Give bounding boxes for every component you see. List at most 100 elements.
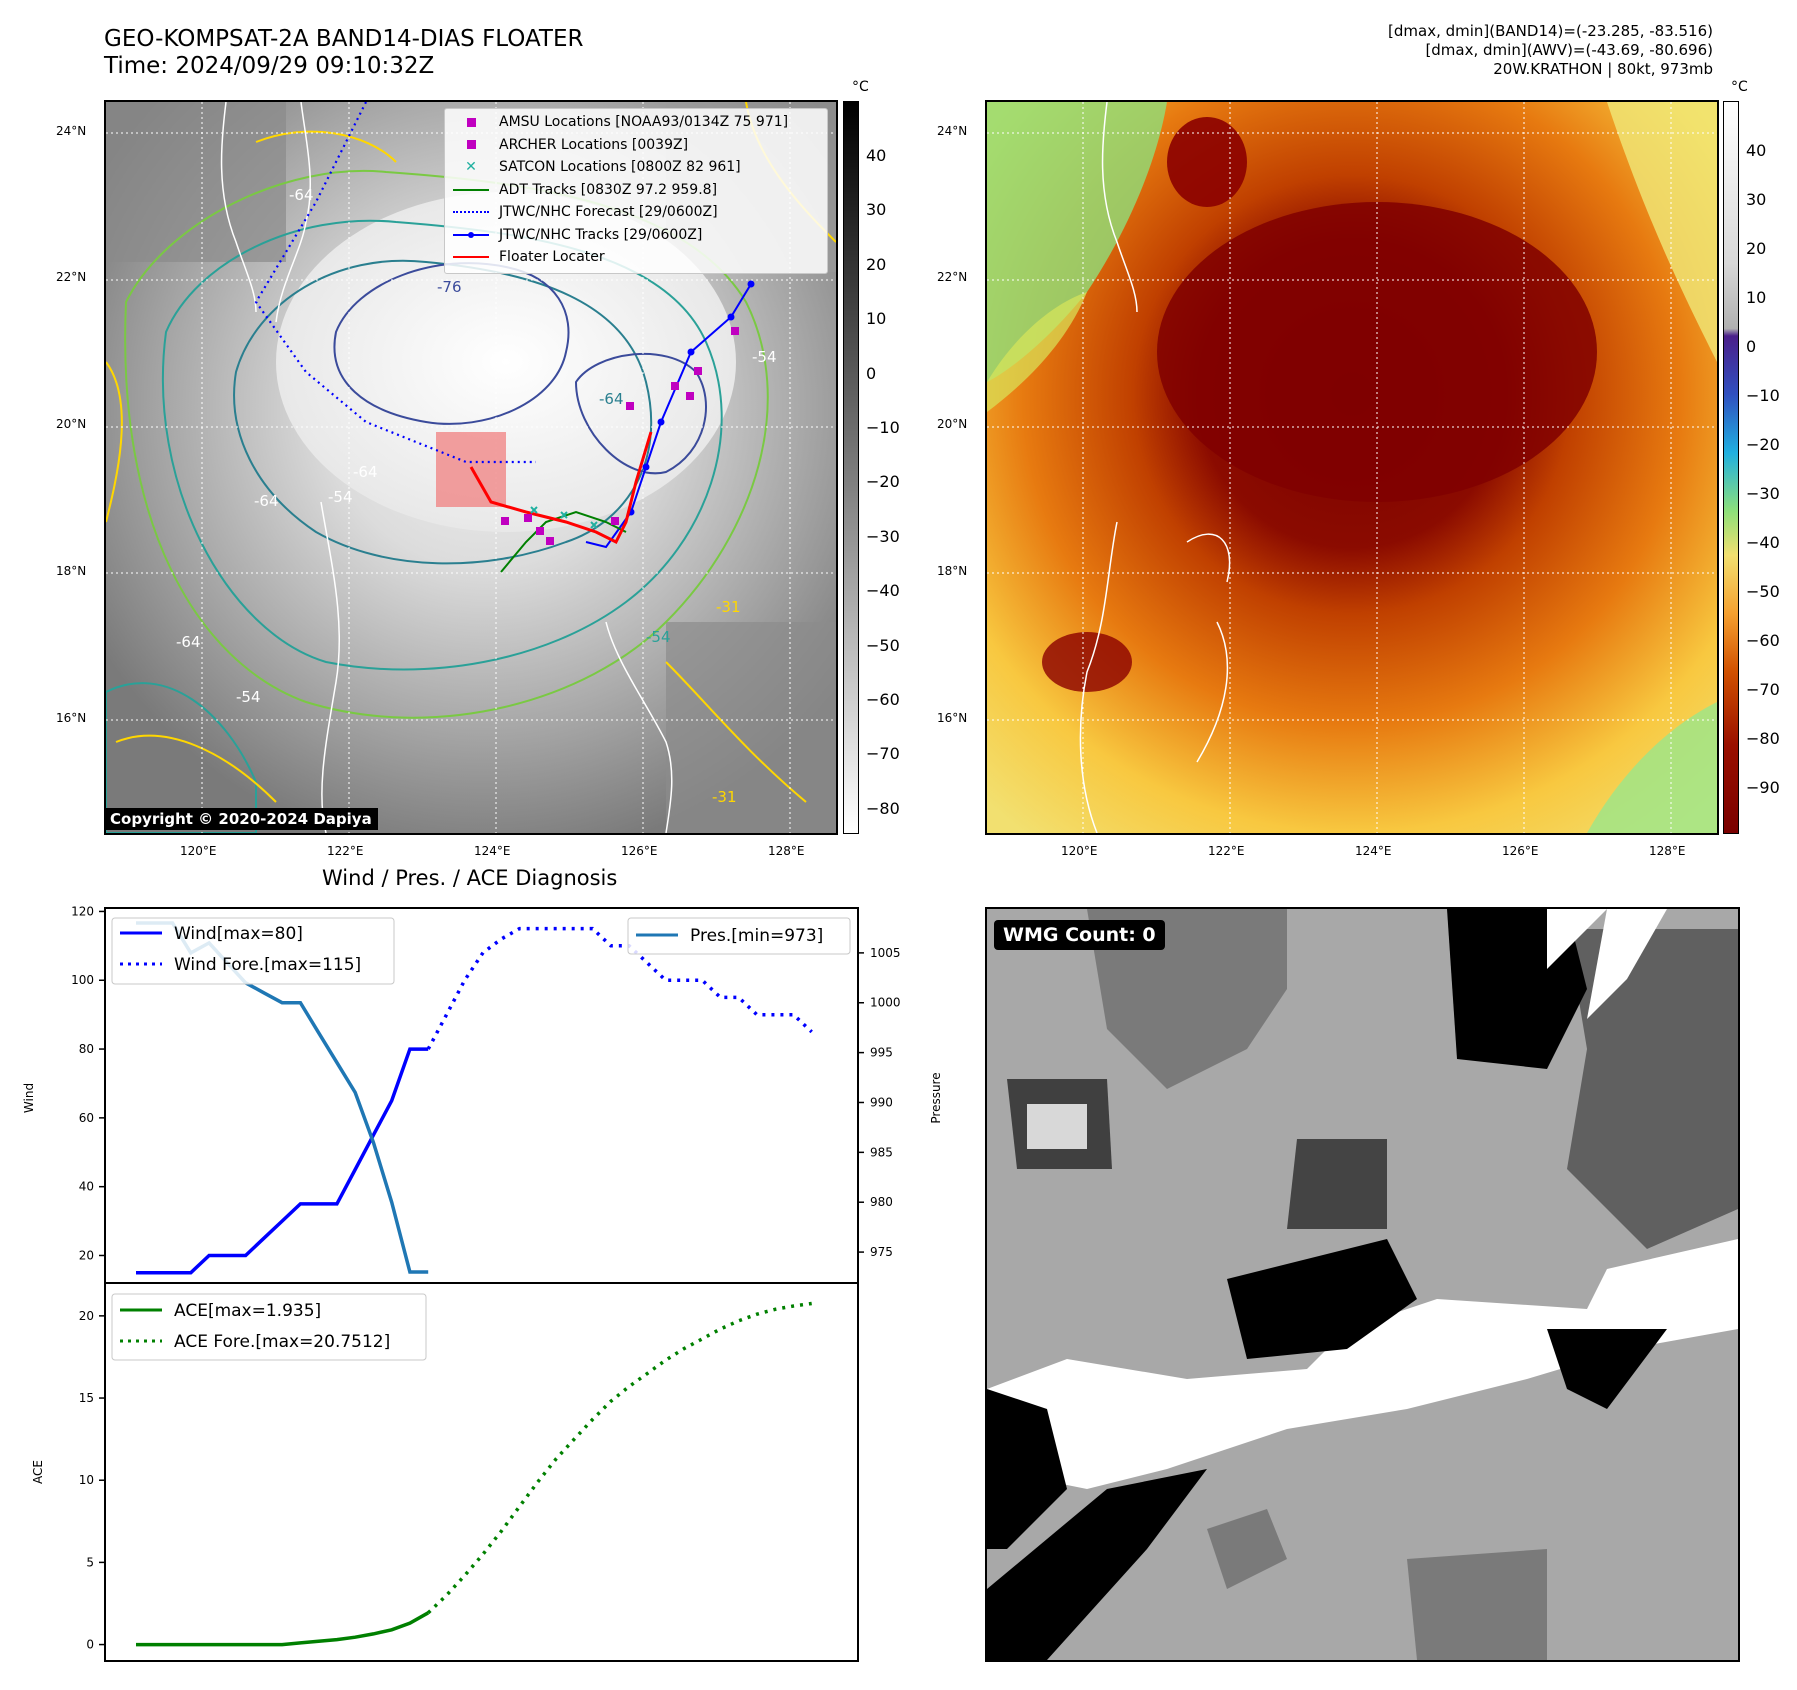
colorbar-tick: −10	[866, 418, 900, 437]
wmg-black	[987, 1469, 1207, 1660]
lat-label: 22°N	[56, 270, 87, 284]
awv-green-se	[1587, 702, 1717, 833]
pressure-legend-label: Pres.[min=973]	[690, 926, 823, 946]
colorbar-tick: −80	[866, 799, 900, 818]
lon-label: 120°E	[1061, 844, 1098, 858]
axis-tick-label: 980	[870, 1195, 893, 1209]
pressure-axis-label: Pressure	[929, 1072, 943, 1123]
lat-label: 22°N	[937, 270, 968, 284]
colorbar-tick: −80	[1746, 729, 1780, 748]
lon-label: 122°E	[1208, 844, 1245, 858]
legend-label: Floater Locater	[499, 249, 605, 266]
wind-axis-ticks: 120 100 80 60 40 20	[71, 904, 105, 1262]
wind-axis-label: Wind	[22, 1083, 36, 1113]
colorbar-tick: −50	[1746, 582, 1780, 601]
axis-tick-label: 15	[79, 1391, 94, 1405]
figure-title: GEO-KOMPSAT-2A BAND14-DIAS FLOATER Time:…	[104, 26, 584, 80]
diagnosis-title: Wind / Pres. / ACE Diagnosis	[322, 866, 618, 890]
pressure-axis-ticks: 1005 1000 995 990 985 980 975	[858, 946, 901, 1259]
axis-tick-label: 120	[71, 904, 94, 918]
wmg-white	[1547, 909, 1607, 969]
lon-label: 120°E	[180, 844, 217, 858]
dotted-line-icon	[453, 211, 489, 214]
legend-label: ADT Tracks [0830Z 97.2 959.8]	[499, 181, 718, 198]
square-marker-icon	[466, 117, 476, 127]
wmg-white	[1587, 909, 1667, 1019]
wmg-region	[1407, 1549, 1547, 1660]
ace-line	[136, 1611, 430, 1647]
contour-label: -76	[437, 278, 462, 296]
axis-tick-label: 995	[870, 1046, 893, 1060]
wind-forecast-legend-label: Wind Fore.[max=115]	[174, 955, 361, 975]
colorbar-tick: 0	[866, 364, 877, 383]
colorbar-tick: −50	[866, 636, 900, 655]
lat-label: 24°N	[937, 124, 968, 138]
ir-cloud-core	[276, 192, 736, 532]
lat-label: 16°N	[56, 711, 87, 725]
axis-tick-label: 990	[870, 1095, 893, 1109]
colorbar-tick: −60	[1746, 631, 1780, 650]
lon-label: 122°E	[327, 844, 364, 858]
ir-coastlines	[220, 102, 673, 833]
ir-contour-labels: -64 -76 -64 -54 -64 -64 -54 -54 -31 -64 …	[176, 186, 777, 806]
awv-map-panel	[985, 100, 1719, 835]
colorbar-tick: −10	[1746, 386, 1780, 405]
legend-label: ARCHER Locations [0039Z]	[499, 136, 689, 153]
wmg-region	[1087, 909, 1287, 1089]
ace-forecast-legend-label: ACE Fore.[max=20.7512]	[174, 1332, 390, 1352]
axis-tick-label: 1000	[870, 996, 901, 1010]
awv-dry-sw	[1042, 632, 1132, 692]
lon-label: 128°E	[1649, 844, 1686, 858]
colorbar-tick: 30	[866, 200, 887, 219]
contour-label: -54	[646, 628, 671, 646]
axis-tick-label: 5	[86, 1555, 94, 1569]
wmg-region	[1207, 1509, 1287, 1589]
info-block: [dmax, dmin](BAND14)=(-23.285, -83.516) …	[1388, 22, 1713, 79]
legend-item-jtwc-forecast: JTWC/NHC Forecast [29/0600Z]	[453, 201, 827, 224]
contour-label: -31	[712, 788, 737, 806]
wmg-region	[1287, 1139, 1387, 1229]
awv-dry-north	[1167, 117, 1247, 207]
axis-tick-label: 975	[870, 1245, 893, 1259]
contour-label: -54	[752, 348, 777, 366]
wind-line	[136, 1047, 429, 1275]
axis-tick-label: 40	[79, 1180, 94, 1194]
legend-item-floater: Floater Locater	[453, 246, 827, 269]
wmg-region	[1027, 1104, 1087, 1149]
awv-map	[987, 102, 1717, 833]
colorbar-tick: 40	[1746, 141, 1767, 160]
axis-tick-label: 985	[870, 1145, 893, 1159]
contour-label: -54	[236, 688, 261, 706]
colorbar-tick: −20	[1746, 435, 1780, 454]
lon-label: 124°E	[1355, 844, 1392, 858]
lat-label: 20°N	[937, 417, 968, 431]
awv-yellow-ne	[1607, 102, 1717, 362]
contour-label: -64	[176, 633, 201, 651]
legend-item-adt: ADT Tracks [0830Z 97.2 959.8]	[453, 179, 827, 202]
colorbar-tick: −20	[866, 472, 900, 491]
info-awv-range: [dmax, dmin](AWV)=(-43.69, -80.696)	[1425, 41, 1713, 59]
lat-label: 18°N	[937, 564, 968, 578]
axis-tick-label: 60	[79, 1111, 94, 1125]
colorbar-tick: −40	[1746, 533, 1780, 552]
legend-item-jtwc-tracks: JTWC/NHC Tracks [29/0600Z]	[453, 224, 827, 247]
axis-tick-label: 20	[79, 1248, 94, 1262]
gray-colorbar	[843, 101, 859, 834]
jtwc-track	[585, 283, 752, 549]
axis-tick-label: 20	[79, 1309, 94, 1323]
line-marker-icon	[453, 188, 489, 191]
legend-item-amsu: AMSU Locations [NOAA93/0134Z 75 971]	[453, 111, 827, 134]
line-marker-icon	[453, 256, 489, 259]
colorbar-tick: −90	[1746, 778, 1780, 797]
lat-label: 16°N	[937, 711, 968, 725]
lat-label: 20°N	[56, 417, 87, 431]
ace-frame	[104, 1282, 859, 1662]
contour-label: -64	[353, 463, 378, 481]
axis-tick-label: 10	[79, 1473, 94, 1487]
wmg-black	[1547, 1329, 1667, 1409]
title-line-1: GEO-KOMPSAT-2A BAND14-DIAS FLOATER	[104, 26, 584, 52]
colorbar-tick: −60	[866, 690, 900, 709]
wmg-map	[987, 909, 1738, 1660]
lon-label: 128°E	[768, 844, 805, 858]
lat-label: 18°N	[56, 564, 87, 578]
